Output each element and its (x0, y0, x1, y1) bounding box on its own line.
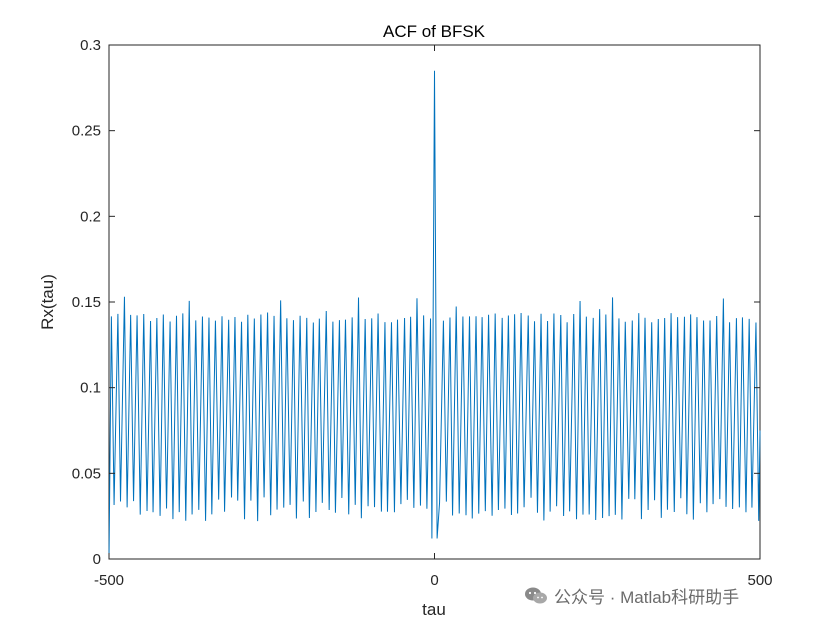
x-tick-label: 500 (747, 572, 772, 589)
watermark: 公众号 · Matlab科研助手 (520, 581, 744, 610)
watermark-text: 公众号 · Matlab科研助手 (554, 588, 740, 607)
x-axis-label: tau (422, 600, 446, 619)
x-tick-label: -500 (94, 572, 124, 589)
series-line-group (108, 70, 761, 560)
wechat-icon (525, 587, 547, 603)
y-tick-label: 0.3 (80, 37, 101, 54)
y-tick-label: 0.25 (72, 123, 101, 140)
x-axis-ticks: -500 0 500 (94, 45, 773, 589)
y-tick-label: 0.2 (80, 208, 101, 225)
y-tick-label: 0.15 (72, 294, 101, 311)
series-line (108, 70, 761, 560)
y-tick-label: 0.05 (72, 465, 101, 482)
y-tick-label: 0 (93, 551, 101, 568)
y-axis-label: Rx(tau) (38, 274, 57, 330)
chart-title: ACF of BFSK (383, 22, 486, 41)
x-tick-label: 0 (430, 572, 438, 589)
y-axis-ticks: 0 0.05 0.1 0.15 0.2 0.25 0.3 (72, 37, 760, 568)
y-tick-label: 0.1 (80, 380, 101, 397)
